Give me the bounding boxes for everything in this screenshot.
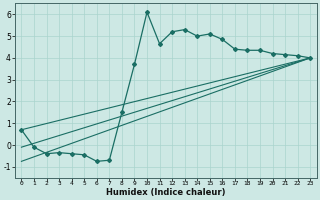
X-axis label: Humidex (Indice chaleur): Humidex (Indice chaleur) xyxy=(106,188,226,197)
